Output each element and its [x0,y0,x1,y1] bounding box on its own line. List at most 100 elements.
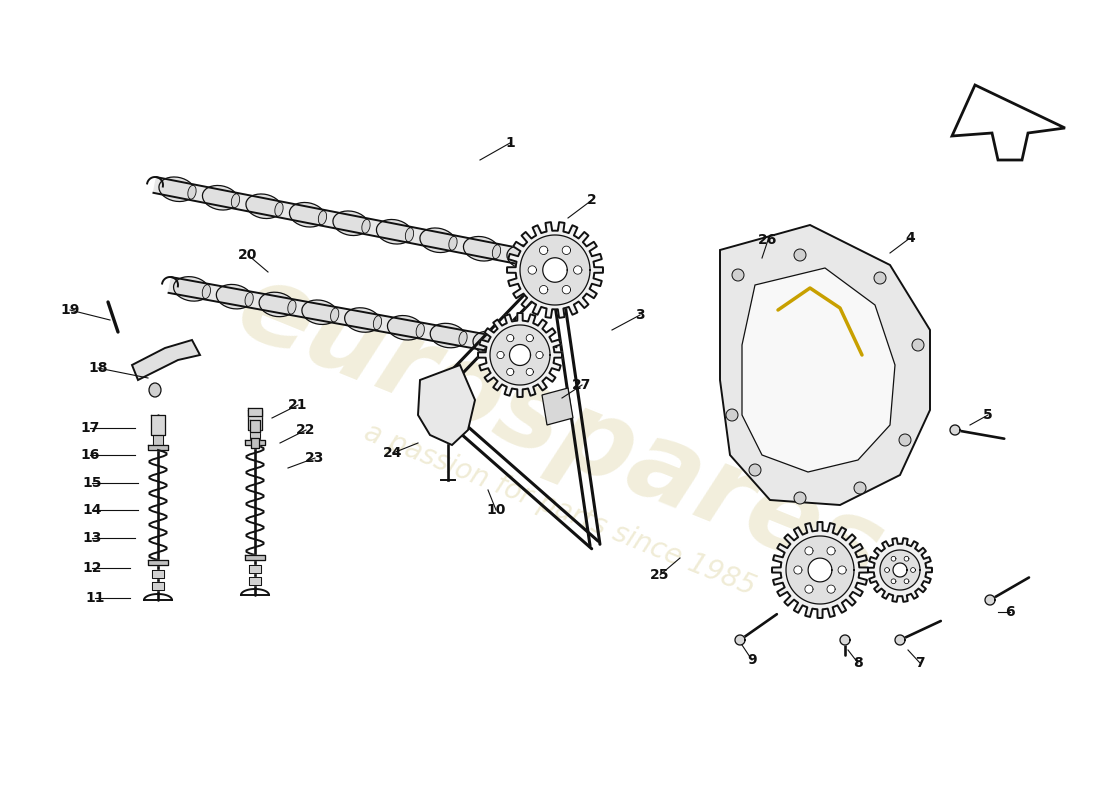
Polygon shape [891,579,895,584]
Polygon shape [542,388,573,425]
Ellipse shape [275,202,283,216]
Polygon shape [526,368,534,375]
Polygon shape [880,550,920,590]
Polygon shape [984,595,996,605]
Text: 19: 19 [60,303,79,317]
Circle shape [794,249,806,261]
Polygon shape [735,635,745,645]
Polygon shape [904,579,909,584]
Ellipse shape [331,308,339,322]
Circle shape [912,339,924,351]
Ellipse shape [362,219,370,233]
Ellipse shape [188,186,196,199]
Polygon shape [720,225,930,505]
Polygon shape [573,266,582,274]
Polygon shape [507,368,514,375]
Polygon shape [132,340,200,380]
Text: 7: 7 [915,656,925,670]
Polygon shape [151,415,165,435]
Polygon shape [893,563,907,577]
Polygon shape [891,556,895,561]
Ellipse shape [473,331,508,355]
Text: 11: 11 [86,591,104,605]
Circle shape [899,434,911,446]
Polygon shape [805,546,813,555]
Polygon shape [148,560,168,565]
Polygon shape [840,635,850,645]
Ellipse shape [288,300,296,314]
Polygon shape [805,585,813,594]
Polygon shape [528,266,537,274]
Text: 4: 4 [905,231,915,245]
Ellipse shape [493,245,500,258]
Polygon shape [838,566,846,574]
Text: 17: 17 [80,421,100,435]
Polygon shape [808,558,832,582]
Polygon shape [794,566,802,574]
Ellipse shape [217,285,252,309]
Text: 22: 22 [296,423,316,437]
Polygon shape [539,246,548,254]
Text: 8: 8 [854,656,862,670]
Ellipse shape [507,245,542,270]
Ellipse shape [502,339,510,353]
Text: 2: 2 [587,193,597,207]
Text: 3: 3 [635,308,645,322]
Polygon shape [249,565,261,573]
Ellipse shape [344,308,381,332]
Text: 27: 27 [572,378,592,392]
Circle shape [732,269,744,281]
Text: 12: 12 [82,561,101,575]
Polygon shape [526,334,534,342]
Polygon shape [153,435,163,445]
Polygon shape [952,85,1065,160]
Polygon shape [148,445,168,450]
Text: 6: 6 [1005,605,1015,619]
Ellipse shape [550,254,586,278]
Ellipse shape [260,292,295,317]
Ellipse shape [289,202,326,227]
Ellipse shape [373,316,382,330]
Text: 15: 15 [82,476,101,490]
Ellipse shape [387,315,424,340]
Ellipse shape [231,194,240,208]
Polygon shape [250,430,260,440]
Polygon shape [536,351,543,358]
Polygon shape [542,258,568,282]
Text: 20: 20 [239,248,257,262]
Polygon shape [562,246,571,254]
Polygon shape [154,177,592,278]
Ellipse shape [202,285,210,298]
Circle shape [794,492,806,504]
Polygon shape [490,325,550,385]
Ellipse shape [463,237,499,261]
Ellipse shape [376,219,412,244]
Polygon shape [772,522,868,618]
Polygon shape [786,536,854,604]
Polygon shape [509,345,530,366]
Polygon shape [868,538,932,602]
Polygon shape [539,286,548,294]
Polygon shape [497,351,504,358]
Ellipse shape [516,339,551,363]
Polygon shape [827,546,835,555]
Text: 18: 18 [88,361,108,375]
Polygon shape [248,408,262,416]
Text: 9: 9 [747,653,757,667]
Text: 26: 26 [758,233,778,247]
Text: 13: 13 [82,531,101,545]
Text: a passion for parts since 1985: a passion for parts since 1985 [360,418,760,602]
Polygon shape [884,568,890,572]
Circle shape [874,272,886,284]
Polygon shape [248,410,262,430]
Text: 25: 25 [650,568,670,582]
Circle shape [854,482,866,494]
Ellipse shape [245,293,253,306]
Polygon shape [245,555,265,560]
Ellipse shape [301,300,338,325]
Polygon shape [911,568,915,572]
Polygon shape [478,313,562,397]
Ellipse shape [158,177,195,202]
Polygon shape [895,635,905,645]
Polygon shape [152,570,164,578]
